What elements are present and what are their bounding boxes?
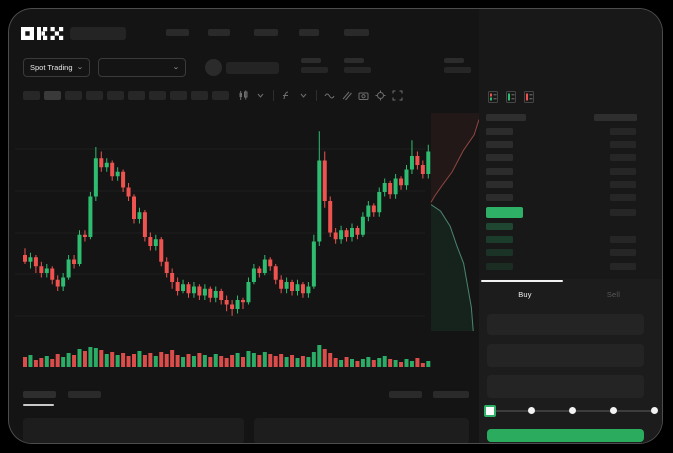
ask-amount-placeholder[interactable]	[610, 154, 636, 161]
bid-price-placeholder[interactable]	[486, 263, 513, 270]
ask-price-placeholder[interactable]	[486, 181, 513, 188]
stat-label-placeholder	[444, 58, 464, 63]
toolbar-divider	[316, 90, 317, 101]
coin-avatar[interactable]	[205, 59, 222, 76]
bid-price-placeholder[interactable]	[486, 236, 513, 243]
toolbar-divider	[273, 90, 274, 101]
timeframe-bar	[23, 91, 233, 100]
market-type-label: Spot Trading	[30, 63, 73, 72]
ask-price-placeholder[interactable]	[486, 194, 513, 201]
buy-sell-tabs: Buy Sell	[479, 279, 662, 308]
tab-buy[interactable]: Buy	[518, 290, 532, 299]
settings-gear-icon[interactable]	[374, 89, 387, 102]
slider-stop[interactable]	[650, 407, 658, 414]
book-asks-icon[interactable]	[524, 91, 534, 103]
stat-label-placeholder	[344, 58, 364, 63]
ask-price-placeholder[interactable]	[486, 154, 513, 161]
ask-price-placeholder[interactable]	[486, 141, 513, 148]
market-type-selector[interactable]: Spot Trading ⌄	[23, 58, 90, 77]
slider-stop[interactable]	[527, 407, 535, 414]
nav-item-placeholder[interactable]	[166, 29, 189, 36]
fullscreen-icon[interactable]	[391, 89, 404, 102]
bid-price-placeholder[interactable]	[486, 223, 513, 230]
ob-header-amount-placeholder	[594, 114, 637, 121]
bottom-control-placeholder[interactable]	[433, 391, 469, 398]
bid-amount-placeholder[interactable]	[610, 236, 636, 243]
ask-amount-placeholder[interactable]	[610, 194, 636, 201]
bid-price-placeholder[interactable]	[486, 249, 513, 256]
bottom-control-placeholder[interactable]	[389, 391, 422, 398]
bottom-tab[interactable]	[68, 391, 101, 398]
camera-snapshot-icon[interactable]	[357, 89, 370, 102]
chevron-down-icon[interactable]	[254, 89, 267, 102]
bid-amount-placeholder[interactable]	[610, 263, 636, 270]
timeframe-button[interactable]	[107, 91, 124, 100]
last-price-badge	[486, 207, 523, 218]
candle-type-icon[interactable]	[237, 89, 250, 102]
app-screen: Spot Trading ⌄ ⌄ Buy Sell	[8, 8, 663, 444]
open-orders-panel	[23, 418, 244, 443]
timeframe-button[interactable]	[149, 91, 166, 100]
stat-value-placeholder	[301, 67, 328, 73]
active-tab-underline	[23, 404, 54, 406]
stat-label-placeholder	[301, 58, 321, 63]
nav-item-placeholder[interactable]	[299, 29, 319, 36]
chart-tools	[235, 89, 406, 102]
bid-amount-placeholder[interactable]	[610, 249, 636, 256]
okx-logo[interactable]	[21, 26, 67, 41]
nav-item-placeholder[interactable]	[208, 29, 230, 36]
timeframe-button[interactable]	[170, 91, 187, 100]
ask-price-placeholder[interactable]	[486, 168, 513, 175]
chevron-down-icon: ⌄	[172, 64, 180, 71]
timeframe-button[interactable]	[23, 91, 40, 100]
stat-value-placeholder	[344, 67, 371, 73]
candlestick-chart[interactable]	[15, 109, 479, 371]
slider-stop[interactable]	[609, 407, 617, 414]
timeframe-button[interactable]	[212, 91, 229, 100]
ask-amount-placeholder[interactable]	[610, 128, 636, 135]
timeframe-button[interactable]	[128, 91, 145, 100]
header-search-placeholder[interactable]	[70, 27, 126, 40]
slider-stop[interactable]	[568, 407, 576, 414]
bottom-tabs	[23, 391, 123, 407]
amount-slider[interactable]	[484, 405, 658, 417]
timeframe-button[interactable]	[44, 91, 61, 100]
book-combined-icon[interactable]	[488, 91, 498, 103]
order-history-panel	[254, 418, 469, 443]
orderbook	[479, 107, 662, 279]
header-nav	[166, 29, 396, 37]
bottom-tab-active[interactable]	[23, 391, 56, 398]
active-tab-indicator	[481, 280, 563, 282]
buy-submit-button[interactable]	[487, 429, 644, 442]
pair-name-placeholder	[226, 62, 279, 74]
slider-handle[interactable]	[484, 405, 496, 417]
pair-dropdown[interactable]: ⌄	[98, 58, 186, 77]
ob-header-price-placeholder	[486, 114, 526, 121]
stat-value-placeholder	[444, 67, 471, 73]
book-bids-icon[interactable]	[506, 91, 516, 103]
ask-amount-placeholder[interactable]	[610, 168, 636, 175]
total-input[interactable]	[487, 375, 644, 398]
ob-amount-placeholder[interactable]	[610, 209, 636, 216]
nav-item-placeholder[interactable]	[254, 29, 278, 36]
price-input[interactable]	[487, 314, 644, 335]
draw-tools-icon[interactable]	[340, 89, 353, 102]
chevron-down-icon[interactable]	[297, 89, 310, 102]
nav-item-placeholder[interactable]	[344, 29, 369, 36]
ask-amount-placeholder[interactable]	[610, 141, 636, 148]
ask-price-placeholder[interactable]	[486, 128, 513, 135]
tab-sell[interactable]: Sell	[606, 290, 621, 299]
orderbook-view-switcher	[488, 91, 534, 103]
wave-line-icon[interactable]	[323, 89, 336, 102]
amount-input[interactable]	[487, 344, 644, 367]
chevron-down-icon: ⌄	[76, 64, 84, 71]
timeframe-button[interactable]	[65, 91, 82, 100]
timeframe-button[interactable]	[86, 91, 103, 100]
indicator-fx-icon[interactable]	[280, 89, 293, 102]
bottom-right-controls	[389, 391, 469, 399]
ask-amount-placeholder[interactable]	[610, 181, 636, 188]
timeframe-button[interactable]	[191, 91, 208, 100]
